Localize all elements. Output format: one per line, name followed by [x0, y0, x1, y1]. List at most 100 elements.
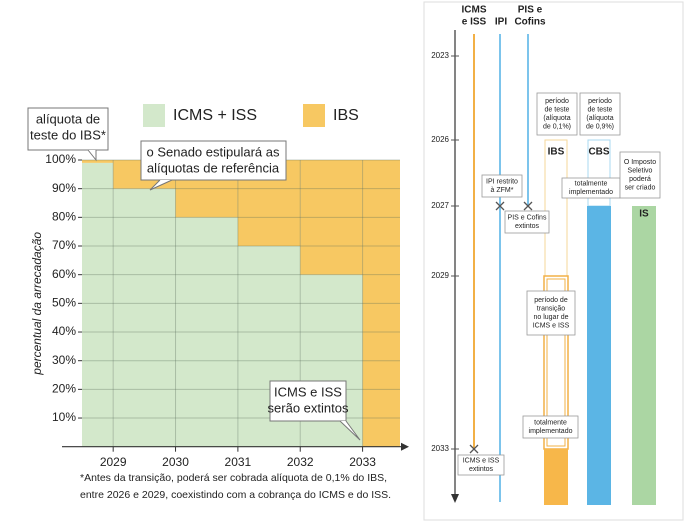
- note-text: poderá: [629, 176, 651, 183]
- year-label: 2027: [431, 201, 449, 210]
- note-text: transição: [537, 306, 566, 313]
- ibs-transition-inner: [546, 278, 566, 447]
- note-text: de teste: [588, 107, 613, 114]
- ipi-mark: [495, 201, 505, 211]
- note-text: de 0,9%): [586, 124, 614, 131]
- x-tick-label: 2033: [349, 455, 376, 469]
- year-label: 2023: [431, 51, 449, 60]
- legend-label: ICMS + ISS: [173, 107, 257, 124]
- note-box: [536, 92, 578, 136]
- x-tick-label: 2029: [100, 455, 127, 469]
- footnote: *Antes da transição, poderá ser cobrada …: [80, 472, 387, 484]
- column-label: IS: [639, 209, 649, 220]
- note-text: à ZFM*: [491, 187, 514, 194]
- legend-label: IBS: [333, 107, 359, 124]
- y-axis-label: percentual da arrecadação: [30, 232, 44, 376]
- note-text: ICMS e ISS: [533, 323, 570, 330]
- y-tick-label: 100%: [45, 152, 76, 166]
- year-label: 2029: [431, 271, 449, 280]
- note-text: totalmente: [534, 420, 567, 427]
- note-box: [481, 174, 523, 198]
- note-text: implementado: [569, 189, 613, 196]
- note-text: ser criado: [625, 185, 656, 192]
- icms-end: [469, 444, 479, 454]
- annotation-box: [140, 140, 287, 181]
- area-segment: [113, 188, 176, 447]
- annotation-pointer: [149, 179, 173, 191]
- note-text: totalmente: [575, 181, 608, 188]
- axis-arrow: [451, 494, 459, 503]
- note-text: Seletivo: [628, 168, 653, 175]
- area-segment: [362, 160, 400, 447]
- note-text: de teste: [545, 107, 570, 114]
- area-segment: [175, 217, 238, 447]
- note-text: implementado: [529, 428, 573, 435]
- note-text: período: [545, 98, 569, 105]
- column-header: Cofins: [514, 17, 546, 28]
- note-box: [579, 92, 621, 136]
- note-text: extintos: [515, 223, 540, 230]
- note-box: [504, 210, 550, 234]
- note-text: extintos: [469, 466, 494, 473]
- cbs-implemented: [587, 206, 611, 505]
- note-text: ICMS e ISS: [463, 458, 500, 465]
- y-tick-label: 50%: [52, 296, 76, 310]
- note-text: de 0,1%): [543, 124, 571, 131]
- column-header: ICMS: [462, 5, 487, 16]
- annotation: serão extintos: [268, 400, 349, 415]
- note-text: IPI restrito: [486, 179, 518, 186]
- y-tick-label: 70%: [52, 238, 76, 252]
- y-tick-label: 60%: [52, 267, 76, 281]
- annotation-pointer: [339, 420, 361, 441]
- annotation-box: [269, 380, 347, 422]
- annotation: alíquota de: [36, 111, 100, 126]
- column-header: IPI: [495, 17, 507, 28]
- x-tick-label: 2030: [162, 455, 189, 469]
- annotation-pointer: [87, 149, 97, 162]
- ibs-implemented: [544, 449, 568, 505]
- note-text: (alíquota: [586, 115, 613, 122]
- column-label: IBS: [548, 147, 565, 158]
- year-label: 2026: [431, 135, 449, 144]
- footnote: entre 2026 e 2029, coexistindo com a cob…: [80, 489, 391, 501]
- note-text: O Imposto: [624, 159, 656, 166]
- area-segment: [82, 162, 114, 447]
- column-header: e ISS: [462, 17, 487, 28]
- column-header: PIS e: [518, 5, 543, 16]
- note-text: (alíquota: [543, 115, 570, 122]
- area-chart: 10% 20% 30% 40% 50% 60% 70% 80% 90% 100% 2029 2030 2…: [27, 104, 409, 501]
- column-label: CBS: [588, 147, 609, 158]
- x-tick-label: 2031: [225, 455, 252, 469]
- pis-end: [523, 201, 533, 211]
- annotation-box: [27, 107, 109, 151]
- y-tick-label: 80%: [52, 210, 76, 224]
- area-segment: [82, 160, 114, 163]
- x-axis-arrow: [401, 442, 409, 451]
- annotation: o Senado estipulará as: [147, 144, 280, 159]
- y-tick-label: 90%: [52, 181, 76, 195]
- end-marks: [469, 201, 533, 454]
- legend-swatch: [143, 104, 165, 127]
- y-tick-label: 40%: [52, 324, 76, 338]
- year-label: 2033: [431, 444, 449, 453]
- note-box: [457, 454, 505, 476]
- area-segment: [300, 160, 363, 275]
- y-tick-label: 20%: [52, 382, 76, 396]
- y-tick-label: 30%: [52, 353, 76, 367]
- annotation: alíquotas de referência: [147, 160, 280, 175]
- note-box: [522, 415, 579, 439]
- legend-swatch: [303, 104, 325, 127]
- note-text: no lugar de: [533, 314, 568, 321]
- annotation: teste do IBS*: [30, 127, 106, 142]
- note-box: [526, 290, 576, 336]
- y-tick-label: 10%: [52, 410, 76, 424]
- is-bar: [632, 206, 656, 505]
- x-tick-label: 2032: [287, 455, 314, 469]
- note-text: período de: [534, 297, 568, 304]
- note-box: [619, 151, 661, 199]
- note-text: período: [588, 98, 612, 105]
- annotation: ICMS e ISS: [274, 384, 342, 399]
- note-text: PIS e Cofins: [508, 215, 547, 222]
